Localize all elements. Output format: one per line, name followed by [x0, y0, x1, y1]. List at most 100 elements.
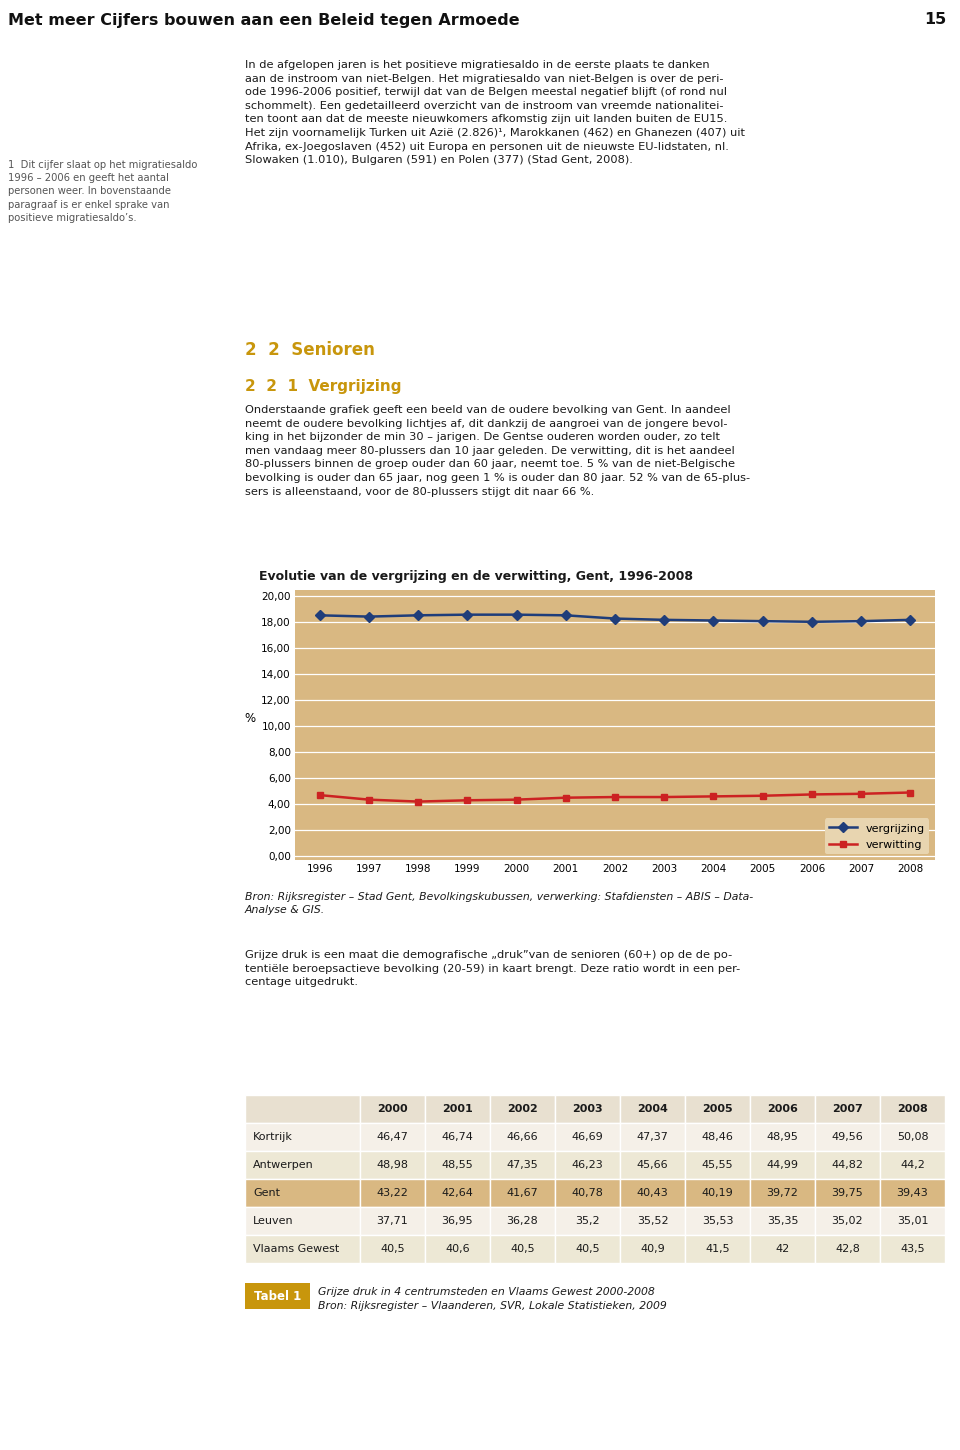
vergrijzing	[610, 610, 621, 628]
Bar	[360, 1122, 425, 1151]
Text: 39,75: 39,75	[831, 1188, 863, 1198]
Text: 35,35: 35,35	[767, 1217, 799, 1227]
Text: 44,99: 44,99	[766, 1160, 799, 1170]
Text: In de afgelopen jaren is het positieve migratiesaldo in de eerste plaats te dank: In de afgelopen jaren is het positieve m…	[245, 59, 745, 165]
Bar	[360, 1095, 425, 1122]
Text: 15: 15	[924, 13, 946, 28]
Text: 36,28: 36,28	[507, 1217, 539, 1227]
Bar	[620, 1095, 685, 1122]
Bar	[620, 1179, 685, 1206]
verwitting	[363, 790, 374, 808]
Bar	[245, 1095, 360, 1122]
Bar	[245, 1179, 360, 1206]
Bar	[490, 1122, 555, 1151]
Text: 39,72: 39,72	[767, 1188, 799, 1198]
verwitting	[756, 787, 768, 805]
Text: 36,95: 36,95	[442, 1217, 473, 1227]
Bar	[815, 1206, 880, 1235]
Text: 46,69: 46,69	[571, 1132, 604, 1143]
Text: 35,01: 35,01	[897, 1217, 928, 1227]
Bar	[555, 1122, 620, 1151]
Text: 1  Dit cijfer slaat op het migratiesaldo
1996 – 2006 en geeft het aantal
persone: 1 Dit cijfer slaat op het migratiesaldo …	[8, 160, 198, 223]
Text: 2006: 2006	[767, 1103, 798, 1114]
Bar	[685, 1179, 750, 1206]
Bar	[245, 1122, 360, 1151]
Bar	[685, 1151, 750, 1179]
vergrijzing	[412, 606, 423, 624]
Bar	[750, 1179, 815, 1206]
Text: 48,98: 48,98	[376, 1160, 409, 1170]
Bar	[490, 1206, 555, 1235]
verwitting	[855, 784, 867, 802]
Text: Vlaams Gewest: Vlaams Gewest	[253, 1244, 339, 1254]
vergrijzing	[363, 608, 374, 625]
vergrijzing	[855, 612, 867, 629]
Bar	[815, 1095, 880, 1122]
Text: Kortrijk: Kortrijk	[253, 1132, 293, 1143]
Bar	[555, 1179, 620, 1206]
verwitting	[904, 784, 916, 802]
Bar	[425, 1179, 490, 1206]
Bar	[815, 1179, 880, 1206]
Bar	[245, 1151, 360, 1179]
Text: 40,6: 40,6	[445, 1244, 469, 1254]
Bar	[425, 1095, 490, 1122]
Bar	[750, 1122, 815, 1151]
Line: vergrijzing: vergrijzing	[316, 610, 914, 625]
vergrijzing	[659, 610, 670, 628]
Bar	[425, 1122, 490, 1151]
Text: 46,23: 46,23	[571, 1160, 604, 1170]
Text: 48,46: 48,46	[702, 1132, 733, 1143]
Bar	[815, 1235, 880, 1263]
Bar	[685, 1122, 750, 1151]
Text: 48,95: 48,95	[767, 1132, 799, 1143]
verwitting	[806, 786, 818, 803]
Text: 42,64: 42,64	[442, 1188, 473, 1198]
Text: 48,55: 48,55	[442, 1160, 473, 1170]
Bar	[245, 1206, 360, 1235]
Legend: vergrijzing, verwitting: vergrijzing, verwitting	[825, 818, 929, 854]
Bar	[750, 1206, 815, 1235]
vergrijzing	[904, 610, 916, 628]
vergrijzing	[560, 606, 571, 624]
Line: verwitting: verwitting	[316, 789, 914, 805]
Text: Grijze druk in 4 centrumsteden en Vlaams Gewest 2000-2008: Grijze druk in 4 centrumsteden en Vlaams…	[318, 1288, 655, 1296]
Text: 43,5: 43,5	[900, 1244, 924, 1254]
Bar	[815, 1151, 880, 1179]
Text: 39,43: 39,43	[897, 1188, 928, 1198]
verwitting	[610, 789, 621, 806]
Text: 2005: 2005	[702, 1103, 732, 1114]
Text: 47,37: 47,37	[636, 1132, 668, 1143]
Text: 40,9: 40,9	[640, 1244, 665, 1254]
Bar	[620, 1235, 685, 1263]
Bar	[620, 1151, 685, 1179]
vergrijzing	[314, 606, 325, 624]
Text: Met meer Cijfers bouwen aan een Beleid tegen Armoede: Met meer Cijfers bouwen aan een Beleid t…	[8, 13, 519, 28]
Bar	[555, 1095, 620, 1122]
verwitting	[462, 792, 473, 809]
Text: 41,5: 41,5	[706, 1244, 730, 1254]
Text: Figuur 4: Figuur 4	[19, 880, 75, 893]
Bar	[880, 1235, 945, 1263]
Bar	[750, 1235, 815, 1263]
Text: 2  2  Senioren: 2 2 Senioren	[245, 341, 374, 360]
Text: 2007: 2007	[832, 1103, 863, 1114]
Text: 50,08: 50,08	[897, 1132, 928, 1143]
Text: Bron: Rijksregister – Vlaanderen, SVR, Lokale Statistieken, 2009: Bron: Rijksregister – Vlaanderen, SVR, L…	[318, 1301, 667, 1311]
Bar	[425, 1206, 490, 1235]
Text: 35,53: 35,53	[702, 1217, 733, 1227]
Bar	[490, 1095, 555, 1122]
Bar	[880, 1122, 945, 1151]
Text: 35,02: 35,02	[831, 1217, 863, 1227]
Text: 40,5: 40,5	[380, 1244, 405, 1254]
vergrijzing	[806, 613, 818, 631]
Bar	[490, 1151, 555, 1179]
verwitting	[560, 789, 571, 806]
vergrijzing	[708, 612, 719, 629]
Bar	[490, 1179, 555, 1206]
Text: 40,19: 40,19	[702, 1188, 733, 1198]
Text: Onderstaande grafiek geeft een beeld van de oudere bevolking van Gent. In aandee: Onderstaande grafiek geeft een beeld van…	[245, 405, 750, 496]
Bar	[360, 1206, 425, 1235]
verwitting	[511, 790, 522, 808]
Bar	[360, 1235, 425, 1263]
